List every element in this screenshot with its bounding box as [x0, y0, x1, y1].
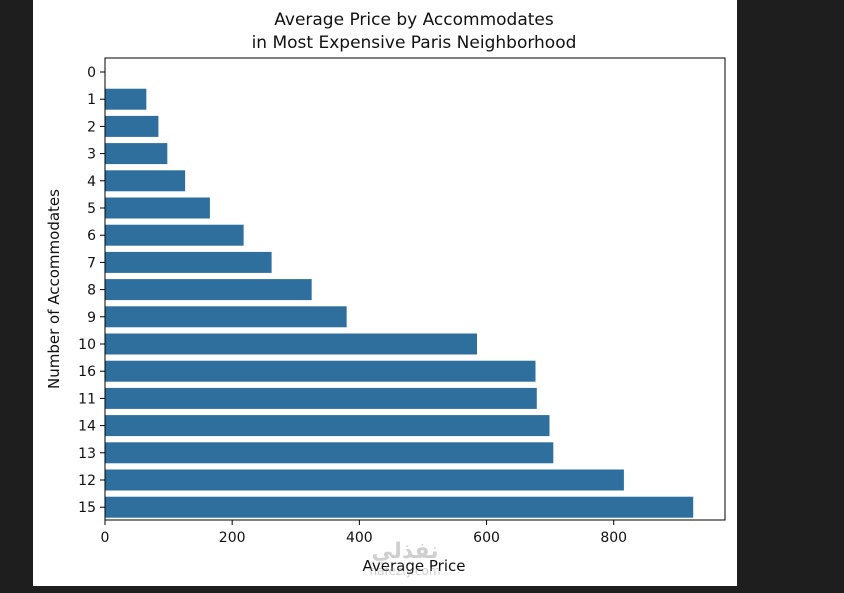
- y-tick-label: 9: [87, 310, 96, 326]
- y-tick-label: 4: [87, 174, 96, 190]
- bar-15: [105, 496, 694, 518]
- bars-group: [105, 88, 694, 518]
- y-tick-label: 14: [78, 419, 96, 435]
- x-tick-label: 600: [473, 530, 500, 546]
- bar-8: [105, 279, 312, 301]
- y-tick-label: 5: [87, 201, 96, 217]
- y-tick-label: 1: [87, 92, 96, 108]
- x-axis-label: Average Price: [363, 557, 466, 575]
- bar-4: [105, 170, 186, 192]
- chart-title-line-2: in Most Expensive Paris Neighborhood: [252, 33, 577, 53]
- watermark-main: نفذلي: [371, 539, 439, 564]
- y-tick-label: 12: [78, 473, 96, 489]
- y-tick-label: 2: [87, 119, 96, 135]
- x-tick-label: 400: [346, 530, 373, 546]
- watermark: نفذلي nafezly.com: [340, 539, 470, 579]
- bar-11: [105, 387, 537, 409]
- plot-frame: [104, 57, 726, 521]
- x-tick-label: 800: [600, 530, 627, 546]
- x-ticks-group: 0 200 400 600 800: [101, 520, 627, 546]
- x-tick-label: 0: [101, 530, 110, 546]
- bar-16: [105, 360, 536, 382]
- bar-2: [105, 115, 159, 137]
- bar-1: [105, 88, 147, 110]
- y-tick-label: 8: [87, 283, 96, 299]
- y-tick-label: 10: [78, 337, 96, 353]
- y-axis-label: Number of Accommodates: [45, 189, 63, 389]
- y-tick-label: 13: [78, 446, 96, 462]
- bar-6: [105, 224, 244, 246]
- bar-5: [105, 197, 210, 219]
- bar-chart: Average Price by Accommodates in Most Ex…: [45, 10, 726, 575]
- bar-12: [105, 469, 624, 491]
- bar-13: [105, 442, 554, 464]
- y-tick-label: 7: [87, 255, 96, 271]
- y-tick-label: 0: [87, 65, 96, 81]
- bar-9: [105, 306, 347, 328]
- y-tick-label: 6: [87, 228, 96, 244]
- y-tick-label: 16: [78, 364, 96, 380]
- y-tick-label: 3: [87, 147, 96, 163]
- bar-7: [105, 251, 272, 273]
- bar-10: [105, 333, 477, 355]
- y-tick-label: 15: [78, 500, 96, 516]
- x-tick-label: 200: [219, 530, 246, 546]
- bar-3: [105, 143, 168, 165]
- chart-title-line-1: Average Price by Accommodates: [274, 10, 554, 30]
- y-tick-label: 11: [78, 391, 96, 407]
- bar-14: [105, 415, 550, 437]
- watermark-sub: nafezly.com: [369, 564, 441, 578]
- figure: Average Price by Accommodates in Most Ex…: [33, 0, 737, 586]
